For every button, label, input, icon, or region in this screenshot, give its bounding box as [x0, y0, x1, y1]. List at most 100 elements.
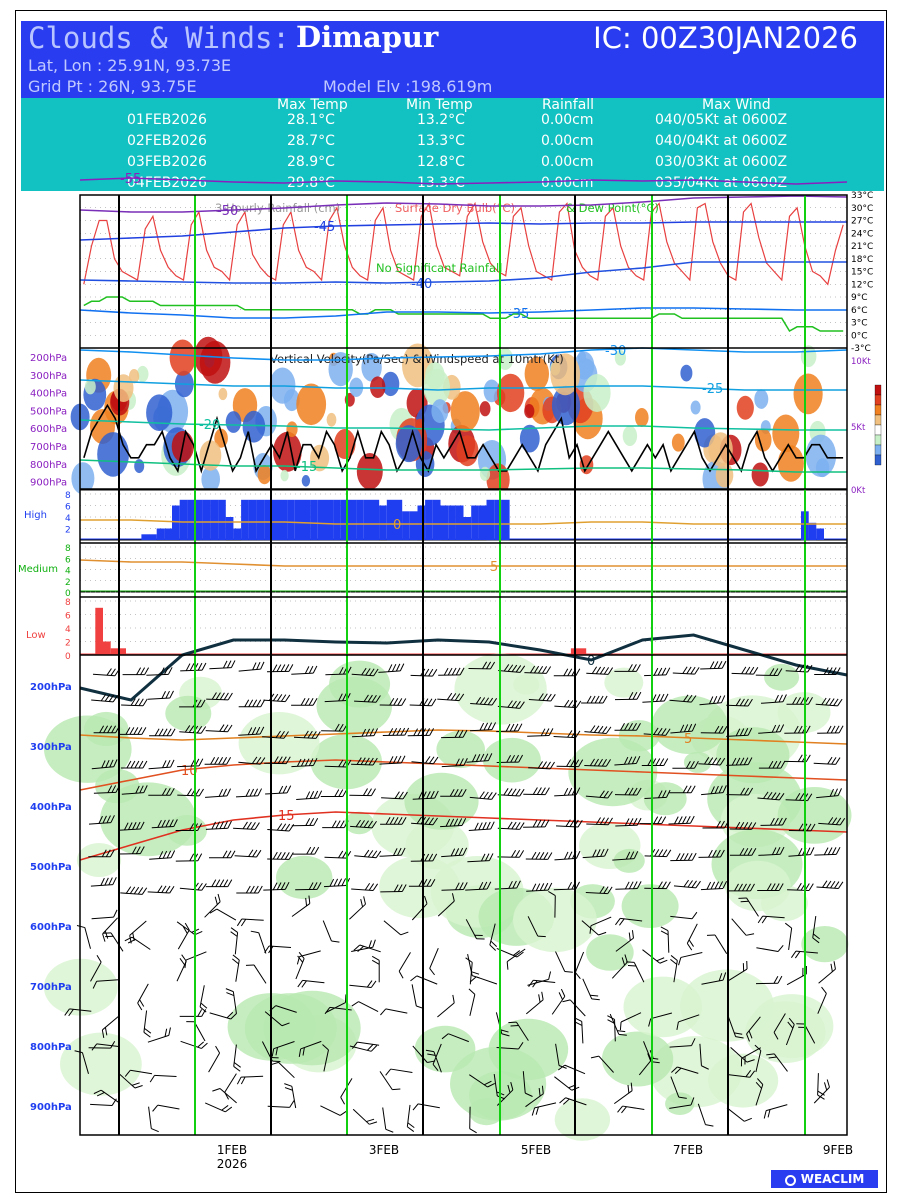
- isotherm-label: 15: [278, 809, 295, 824]
- vv-blob: [134, 459, 145, 474]
- barb-feather: [369, 728, 375, 737]
- wind-barb: [205, 724, 233, 733]
- barb-feather: [253, 885, 259, 894]
- barb-staff: [527, 978, 549, 986]
- barb-feather: [790, 950, 797, 958]
- barb-feather: [469, 1128, 477, 1134]
- barb-feather: [402, 791, 408, 800]
- wind-barb: [351, 667, 379, 677]
- temp-tick-label: 27°C: [851, 217, 873, 227]
- barb-staff: [219, 1088, 237, 1104]
- barb-feather: [200, 699, 206, 708]
- barb-feather: [104, 1027, 108, 1036]
- wind-barb: [816, 880, 844, 890]
- xsec-tick-label: 300hPa: [30, 742, 72, 753]
- wind-barb: [292, 846, 320, 855]
- vv-blob: [456, 435, 479, 467]
- temp-panel-frame: [79, 194, 848, 349]
- barb-feather: [106, 668, 112, 676]
- wind-barb: [727, 1070, 756, 1078]
- vv-blob: [334, 429, 356, 459]
- barb-feather: [428, 817, 434, 825]
- barb-feather: [738, 897, 747, 899]
- vv-blob: [129, 369, 140, 384]
- wind-barb: [265, 785, 292, 795]
- barb-feather: [687, 694, 693, 703]
- barb-feather: [305, 897, 308, 906]
- barb-feather: [519, 822, 525, 830]
- barb-feather: [625, 851, 631, 860]
- wind-barb: [76, 925, 91, 949]
- wind-barb: [349, 980, 377, 988]
- barb-feather: [353, 944, 361, 951]
- wind-barb: [673, 879, 701, 889]
- barb-feather: [770, 883, 776, 891]
- barb-feather: [351, 1041, 358, 1049]
- barb-feather: [794, 951, 801, 959]
- barb-feather: [624, 818, 630, 826]
- table-row-rain: 0.00cm: [541, 175, 594, 191]
- barb-feather: [280, 882, 286, 890]
- barb-feather: [139, 999, 145, 1007]
- wind-barb: [700, 725, 728, 734]
- vv-blob: [225, 411, 242, 433]
- wind-barb: [147, 1027, 171, 1043]
- wind-barb: [232, 954, 240, 982]
- barb-feather: [544, 728, 550, 736]
- barb-feather: [479, 697, 486, 705]
- barb-feather: [782, 694, 787, 702]
- barb-feather: [368, 883, 375, 891]
- barb-feather: [805, 725, 811, 734]
- wind-barb: [238, 699, 266, 708]
- vv-blob: [524, 356, 549, 391]
- barb-feather: [550, 694, 556, 702]
- wind-barb: [814, 667, 841, 675]
- wind-barb: [531, 1102, 557, 1116]
- barb-feather: [746, 883, 751, 892]
- wind-barb: [270, 1061, 295, 1079]
- temp-tick-label: 12°C: [851, 280, 873, 290]
- barb-feather: [361, 667, 367, 676]
- barb-feather: [355, 819, 361, 828]
- barb-feather: [515, 822, 521, 830]
- table-row-max: 28.9°C: [287, 154, 335, 170]
- barb-feather: [787, 1021, 794, 1029]
- isotherm-label: 0: [393, 518, 401, 533]
- barb-feather: [535, 1106, 539, 1115]
- barb-feather: [284, 1083, 293, 1087]
- barb-feather: [780, 760, 786, 769]
- logo-icon: [784, 1175, 796, 1186]
- xsec-tick-label: 900hPa: [30, 1102, 72, 1113]
- colorbar-swatch: [874, 404, 882, 416]
- wind-barb: [494, 880, 521, 890]
- barb-feather: [426, 878, 432, 887]
- barb-feather: [544, 787, 550, 795]
- vv-blob: [497, 348, 514, 370]
- cloud-shade: [488, 1018, 569, 1080]
- barb-feather: [165, 819, 170, 828]
- cloud-bar: [241, 499, 249, 541]
- cloud-bar: [356, 499, 364, 541]
- barb-feather: [308, 698, 314, 706]
- barb-feather: [506, 755, 512, 763]
- barb-feather: [159, 667, 165, 675]
- barb-feather: [601, 759, 607, 767]
- wind-barb: [438, 667, 465, 676]
- barb-feather: [255, 726, 261, 735]
- barb-feather: [126, 760, 132, 769]
- vv-blob: [671, 433, 685, 452]
- barb-feather: [482, 661, 488, 669]
- barb-feather: [215, 1045, 221, 1054]
- barb-staff: [390, 1068, 413, 1073]
- wind-barb: [88, 849, 115, 858]
- barb-feather: [284, 823, 291, 832]
- barb-feather: [686, 785, 692, 793]
- barb-feather: [339, 820, 345, 828]
- barb-staff: [522, 1071, 526, 1094]
- wind-barb: [263, 881, 290, 891]
- cloud-bar: [363, 499, 372, 541]
- wind-barb: [726, 727, 753, 737]
- vv-blob: [754, 389, 769, 409]
- barb-feather: [391, 663, 397, 672]
- barb-feather: [784, 922, 792, 929]
